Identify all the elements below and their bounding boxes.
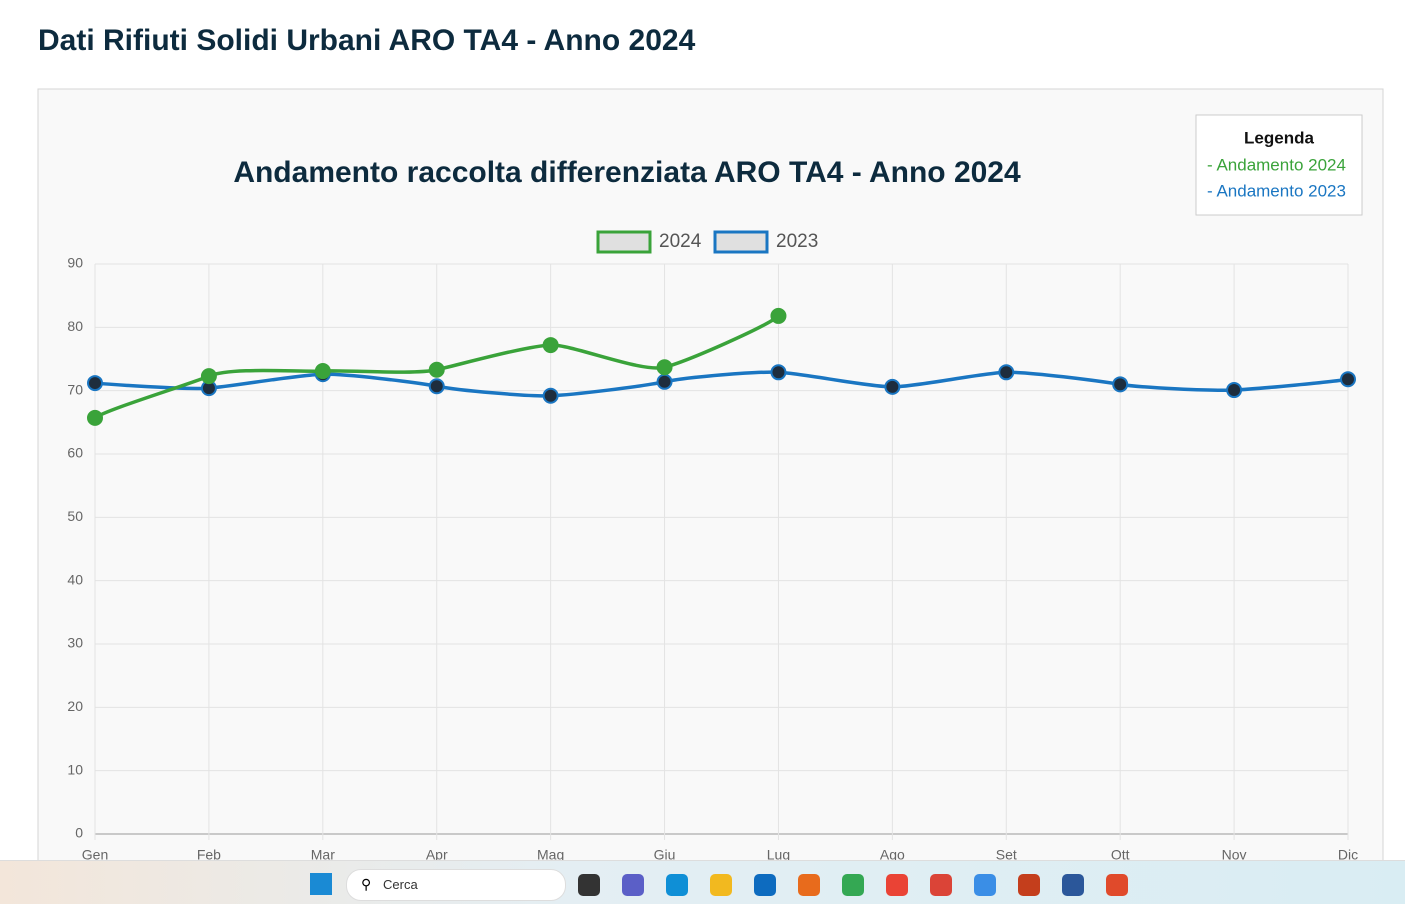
taskbar-icon[interactable]: [622, 874, 644, 896]
taskbar-icon[interactable]: [710, 874, 732, 896]
data-point: [200, 368, 217, 385]
y-tick-label: 10: [67, 761, 83, 777]
y-tick-label: 20: [67, 698, 83, 714]
data-point: [314, 363, 331, 380]
data-point: [1340, 371, 1356, 388]
x-tick-label: Giu: [654, 847, 676, 863]
taskbar-icon[interactable]: [1062, 874, 1084, 896]
y-tick-label: 40: [67, 571, 83, 587]
taskbar-icon[interactable]: [930, 874, 952, 896]
data-point: [428, 361, 445, 378]
x-tick-label: Feb: [197, 847, 221, 863]
chart-title: Andamento raccolta differenziata ARO TA4…: [233, 156, 1021, 189]
y-tick-label: 80: [67, 318, 83, 334]
search-label: Cerca: [383, 877, 418, 892]
taskbar-icon[interactable]: [754, 874, 776, 896]
x-tick-label: Mag: [537, 847, 564, 863]
data-point: [770, 364, 787, 381]
x-tick-label: Gen: [82, 847, 108, 863]
data-point: [656, 359, 673, 376]
data-point: [770, 307, 787, 324]
y-tick-label: 30: [67, 635, 83, 651]
legend-swatch: [596, 230, 652, 254]
data-point: [656, 373, 673, 390]
start-button[interactable]: [310, 873, 332, 895]
x-tick-label: Ago: [880, 847, 905, 863]
legend-swatch: [713, 230, 769, 254]
y-tick-label: 60: [67, 445, 83, 461]
chart-panel: [37, 88, 1384, 904]
search-box[interactable]: ⚲ Cerca: [346, 869, 566, 901]
x-tick-label: Mar: [311, 847, 335, 863]
y-tick-label: 0: [75, 825, 83, 841]
data-point: [998, 364, 1015, 381]
data-point: [884, 378, 901, 395]
taskbar-icon[interactable]: [886, 874, 908, 896]
y-tick-label: 70: [67, 381, 83, 397]
data-point: [428, 378, 445, 395]
taskbar: ⚲ Cerca: [0, 860, 1405, 904]
legend-box-item[interactable]: - Andamento 2023: [1207, 181, 1346, 200]
legend-label: 2023: [776, 231, 818, 252]
y-tick-label: 50: [67, 508, 83, 524]
x-tick-label: Set: [996, 847, 1017, 863]
x-tick-label: Apr: [426, 847, 448, 863]
taskbar-icon[interactable]: [666, 874, 688, 896]
x-tick-label: Nov: [1222, 847, 1247, 863]
taskbar-icon[interactable]: [1018, 874, 1040, 896]
y-tick-label: 90: [67, 255, 83, 271]
legend-label: 2024: [659, 231, 702, 252]
taskbar-icon[interactable]: [798, 874, 820, 896]
legend-box: [1195, 114, 1363, 216]
legend-box-item[interactable]: - Andamento 2024: [1207, 155, 1346, 174]
data-point: [542, 387, 559, 404]
data-point: [1112, 376, 1129, 393]
legend-box-title: Legenda: [1244, 128, 1314, 147]
taskbar-icon[interactable]: [578, 874, 600, 896]
data-point: [87, 409, 103, 426]
x-tick-label: Ott: [1111, 847, 1130, 863]
series-line: [94, 370, 1349, 398]
data-point: [87, 375, 103, 392]
page-title: Dati Rifiuti Solidi Urbani ARO TA4 - Ann…: [38, 24, 696, 57]
taskbar-icon[interactable]: [974, 874, 996, 896]
taskbar-icon[interactable]: [1106, 874, 1128, 896]
x-tick-label: Dic: [1338, 847, 1358, 863]
taskbar-icon[interactable]: [842, 874, 864, 896]
data-point: [1226, 382, 1243, 399]
data-point: [542, 337, 559, 354]
x-tick-label: Lug: [767, 847, 790, 863]
